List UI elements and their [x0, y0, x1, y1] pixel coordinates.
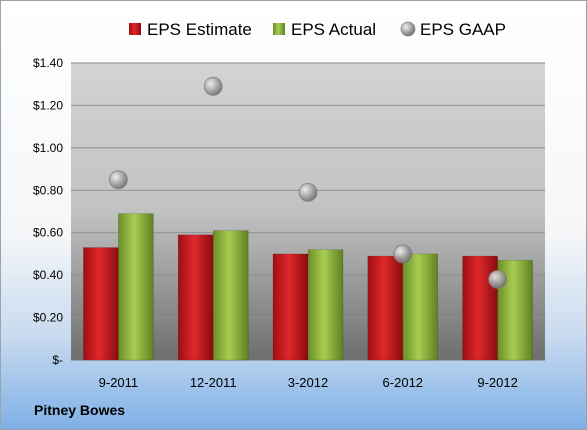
estimate-bar: [272, 253, 309, 361]
actual-bar: [307, 249, 344, 361]
actual-bar: [118, 213, 154, 361]
legend-label: EPS GAAP: [420, 20, 506, 39]
gaap-point: [203, 76, 223, 96]
y-tick-label: $0.40: [33, 268, 63, 282]
legend-swatch-estimate: [129, 23, 141, 35]
legend: EPS Estimate EPS Actual EPS GAAP: [129, 20, 506, 39]
gaap-point: [298, 183, 318, 202]
gaap-point: [488, 269, 508, 289]
y-tick-label: $1.20: [33, 98, 63, 112]
legend-label: EPS Actual: [291, 20, 376, 39]
y-tick-label: $0.60: [33, 226, 63, 240]
x-tick-label: 9-2012: [477, 375, 517, 390]
x-tick-label: 3-2012: [288, 375, 328, 390]
actual-bar: [402, 253, 439, 361]
estimate-bar: [83, 247, 119, 361]
estimate-bar: [177, 234, 214, 361]
x-tick-label: 6-2012: [383, 375, 423, 390]
gaap-point: [393, 244, 413, 264]
y-tick-label: $1.00: [33, 141, 63, 155]
gaap-point: [109, 170, 128, 190]
x-tick-label: 12-2011: [190, 375, 237, 390]
y-tick-label: $0.20: [33, 311, 63, 325]
y-tick-label: $-: [52, 353, 63, 367]
y-tick-label: $0.80: [33, 183, 63, 197]
legend-label: EPS Estimate: [147, 20, 252, 39]
legend-swatch-gaap: [400, 21, 416, 37]
estimate-bar: [367, 255, 404, 361]
plot-area: $- $0.20 $0.40 $0.60 $0.80 $1.00 $1.20 $1.40 9-2…: [33, 56, 545, 390]
x-tick-label: 9-2011: [99, 375, 139, 390]
legend-swatch-actual: [273, 23, 285, 35]
company-name: Pitney Bowes: [34, 402, 126, 418]
y-tick-label: $1.40: [33, 56, 63, 70]
actual-bar: [212, 230, 249, 361]
